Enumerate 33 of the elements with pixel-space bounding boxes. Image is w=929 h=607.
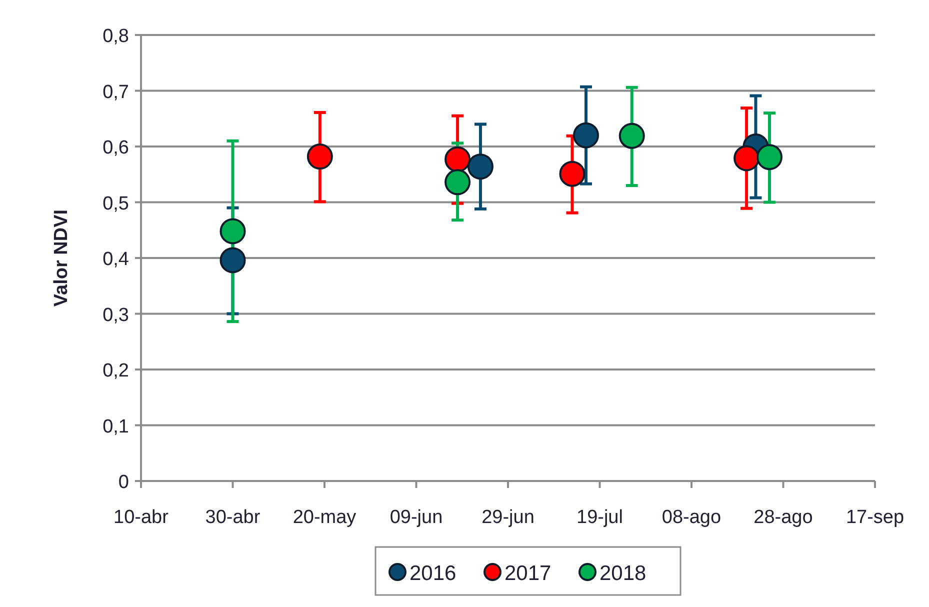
legend-label: 2016 xyxy=(410,562,456,585)
x-tick-label: 19-jul xyxy=(576,507,623,528)
point xyxy=(444,146,471,172)
point xyxy=(618,122,645,149)
y-tick-label: 0,7 xyxy=(102,82,129,103)
point xyxy=(572,122,599,148)
x-tick-label: 30-abr xyxy=(205,507,261,528)
point xyxy=(467,154,494,180)
point xyxy=(220,218,246,244)
x-tick-label: 10-abr xyxy=(114,507,170,528)
legend-label: 2017 xyxy=(504,562,552,585)
y-tick-label: 0,5 xyxy=(102,193,129,214)
legend-label: 2018 xyxy=(600,562,646,585)
x-tick-label: 29-jun xyxy=(482,507,534,528)
x-tick-label: 08-ago xyxy=(662,507,722,528)
point xyxy=(734,145,760,172)
x-tick-label: 20-may xyxy=(292,507,357,528)
y-axis-title: Valor NDVI xyxy=(51,209,72,307)
point xyxy=(756,144,782,170)
point xyxy=(220,247,246,274)
x-tick-label: 17-sep xyxy=(846,507,904,528)
y-tick-label: 0,4 xyxy=(102,249,130,270)
point xyxy=(559,160,586,187)
y-tick-label: 0,1 xyxy=(102,416,129,438)
point xyxy=(306,144,333,170)
y-tick-label: 0 xyxy=(118,472,129,493)
y-tick-label: 0,2 xyxy=(102,360,129,382)
y-tick-label: 0,3 xyxy=(102,304,129,326)
y-tick-label: 0,6 xyxy=(102,138,129,158)
x-tick-label: 09-jun xyxy=(390,507,443,528)
point xyxy=(444,169,471,196)
y-tick-label: 0,8 xyxy=(102,26,129,47)
x-tick-label: 28-ago xyxy=(754,507,813,528)
